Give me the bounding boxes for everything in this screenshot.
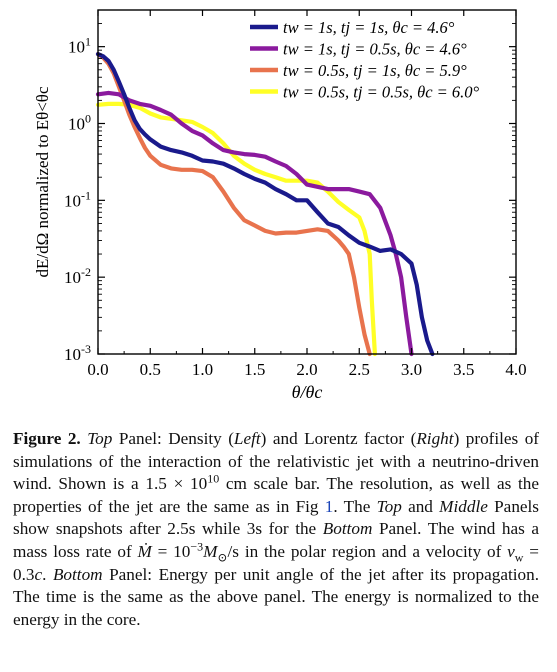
caption-segment: Panel: Density (	[112, 429, 234, 448]
energy-angle-chart: 0.0 0.5 1.0 1.5 2.0 2.5 3.0 3.5 4.0 10-3 10-2 10-1 1…	[33, 9, 527, 402]
caption-segment: /s in the polar region and a velocity of	[227, 541, 508, 561]
caption-segment: 10	[207, 471, 220, 486]
series-line-3	[95, 52, 372, 357]
caption-segment: cm scale bar. The resolution, as well as…	[13, 474, 539, 516]
series-line-1	[95, 52, 435, 357]
caption-segment: . The	[333, 496, 377, 516]
y-axis-label: dE/dΩ normalized to Eθ<θc	[33, 86, 52, 277]
x-tick-label: 1.0	[192, 360, 213, 379]
caption-segment: v	[507, 541, 515, 561]
legend-entry: tw = 0.5s, tj = 0.5s, θc = 6.0°	[283, 83, 480, 102]
series-line-4	[95, 101, 377, 357]
caption-segment: ⊙	[217, 550, 228, 565]
legend: tw = 1s, tj = 1s, θc = 4.6° tw = 1s, tj =…	[250, 18, 480, 102]
y-tick-label: 10-3	[64, 342, 91, 364]
caption-segment: Panel. The wind has a mass loss rate of	[13, 519, 539, 561]
axis-ticks: 0.0 0.5 1.0 1.5 2.0 2.5 3.0 3.5 4.0 10-3 10-2 10-1 1…	[64, 9, 527, 379]
x-tick-label: 3.5	[453, 360, 474, 379]
caption-segment: c	[34, 564, 43, 584]
x-tick-label: 0.0	[87, 360, 108, 379]
energy-angle-figure: 0.0 0.5 1.0 1.5 2.0 2.5 3.0 3.5 4.0 10-3 10-2 10-1 1…	[33, 9, 527, 402]
caption-segment: Panel: Energy per unit angle of the jet …	[13, 564, 539, 629]
caption-segment: ) profiles of simulations of the interac…	[13, 429, 540, 494]
caption-segment: Top	[376, 496, 402, 516]
x-tick-label: 2.5	[349, 360, 370, 379]
caption-segment: .	[42, 564, 53, 584]
caption-segment: ) and Lorentz factor (	[260, 429, 417, 448]
caption-segment: Ṁ	[137, 541, 152, 561]
caption-segment: Middle	[439, 496, 488, 516]
figure-caption: Figure 2. Top Panel: Density (Left) and …	[13, 428, 539, 631]
caption-segment: Left	[233, 429, 261, 448]
caption-segment: = 0.3	[13, 541, 539, 584]
caption-text: Top Panel: Density (Left) and Lorentz fa…	[13, 429, 539, 629]
y-tick-label: 10-2	[64, 265, 91, 287]
x-tick-label: 1.5	[244, 360, 265, 379]
x-tick-label: 3.0	[401, 360, 422, 379]
y-tick-label: 100	[68, 111, 91, 133]
figure-label: Figure 2.	[13, 429, 81, 448]
y-tick-label: 101	[68, 35, 91, 57]
legend-entry: tw = 0.5s, tj = 1s, θc = 5.9°	[283, 61, 467, 80]
x-tick-label: 2.0	[296, 360, 317, 379]
caption-segment: Bottom	[52, 564, 103, 584]
y-tick-label: 10-1	[64, 188, 91, 210]
x-axis-label: θ/θc	[292, 382, 323, 402]
series-line-2	[95, 90, 414, 357]
caption-segment: −3	[190, 539, 204, 554]
x-tick-label: 4.0	[505, 360, 526, 379]
caption-segment[interactable]: 1	[324, 496, 334, 516]
caption-segment: = 10	[151, 541, 191, 561]
caption-segment: Bottom	[322, 519, 373, 539]
caption-segment: and	[401, 496, 440, 516]
caption-segment: w	[514, 550, 524, 565]
x-tick-label: 0.5	[140, 360, 161, 379]
caption-segment: Top	[87, 429, 113, 448]
caption-segment: Panels show snapshots after 2.5s while 3…	[13, 496, 539, 539]
caption-segment: M	[203, 541, 218, 561]
plot-lines	[95, 52, 435, 357]
caption-segment: Right	[416, 429, 454, 448]
legend-entry: tw = 1s, tj = 1s, θc = 4.6°	[283, 18, 455, 37]
legend-entry: tw = 1s, tj = 0.5s, θc = 4.6°	[283, 40, 467, 59]
